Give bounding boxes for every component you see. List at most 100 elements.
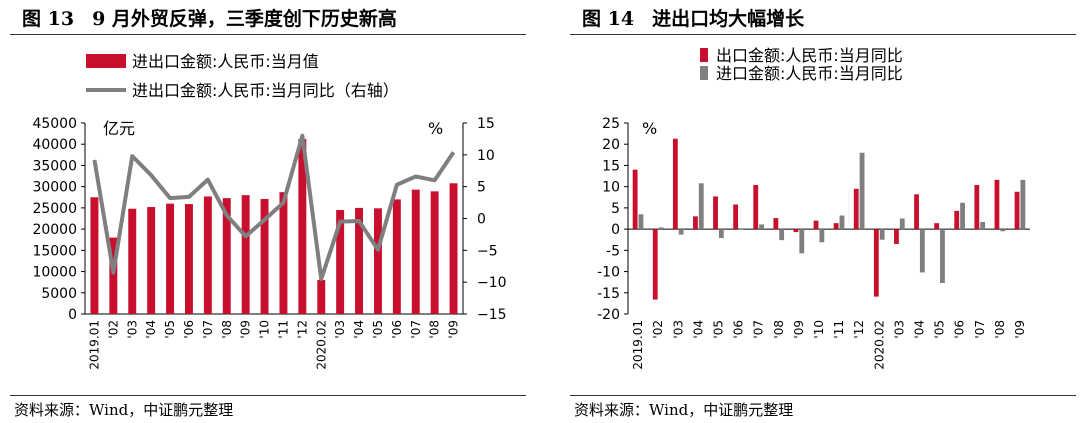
y-tick-label: -15 (597, 286, 620, 302)
bar-trade-value (279, 192, 288, 314)
x-tick-label: '07 (752, 320, 766, 339)
right-tick-label: 5 (477, 180, 486, 196)
x-tick-label: '05 (163, 320, 177, 339)
bar-export-growth (1014, 191, 1020, 230)
x-tick-label: '10 (258, 320, 272, 339)
figure-14-panel: 图 14 进出口均大幅增长 出口金额:人民币:当月同比 进口金额:人民币:当月同比%… (560, 0, 1080, 423)
bar-export-growth (813, 220, 819, 230)
bar-trade-value (373, 208, 382, 314)
x-tick-label: '12 (295, 320, 309, 339)
x-tick-label: 2019.01 (631, 320, 645, 370)
left-tick-label: 25000 (32, 201, 77, 217)
left-tick-label: 35000 (32, 158, 77, 174)
figure-title-text: 进出口均大幅增长 (652, 8, 805, 30)
x-tick-label: 2019.01 (87, 320, 101, 370)
bar-import-growth (859, 152, 865, 230)
x-tick-label: '10 (812, 320, 826, 339)
bar-trade-value (449, 183, 458, 314)
y-tick-label: 25 (602, 116, 620, 132)
bar-import-growth (799, 229, 805, 254)
legend-line-label: 进出口金额:人民币:当月同比（右轴） (132, 81, 399, 100)
bar-trade-value (260, 198, 269, 314)
bar-export-growth (793, 229, 799, 233)
x-tick-label: '03 (892, 320, 906, 339)
x-tick-label: '07 (973, 320, 987, 339)
bar-import-growth (1000, 229, 1006, 232)
y-axis-unit: % (642, 119, 657, 138)
bar-import-growth (879, 229, 885, 240)
x-tick-label: '09 (792, 320, 806, 339)
bar-export-growth (713, 196, 718, 230)
bar-import-growth (899, 218, 905, 230)
x-tick-label: '04 (691, 320, 705, 339)
bar-export-growth (753, 184, 759, 230)
bar-export-growth (652, 229, 658, 300)
right-tick-label: −5 (477, 243, 498, 259)
bar-import-growth (779, 229, 785, 241)
bottom-rule (10, 395, 526, 396)
x-tick-label: '04 (352, 320, 366, 339)
y-tick-label: 20 (602, 137, 620, 153)
x-tick-label: '07 (409, 320, 423, 339)
figure-number: 图 14 (582, 8, 635, 30)
x-tick-label: '03 (671, 320, 685, 339)
y-tick-label: -10 (597, 265, 620, 281)
bar-import-growth (940, 229, 945, 284)
bar-trade-value (411, 189, 420, 314)
bar-import-growth (1020, 179, 1026, 230)
y-tick-label: 5 (611, 201, 620, 217)
bar-export-growth (833, 223, 839, 230)
left-axis-unit: 亿元 (103, 119, 135, 138)
x-tick-label: '12 (852, 320, 866, 339)
bar-trade-value (336, 210, 345, 314)
bar-trade-value (317, 280, 326, 314)
right-tick-label: 0 (477, 212, 486, 228)
bar-trade-value (184, 204, 193, 314)
x-tick-label: '07 (201, 320, 215, 339)
bar-trade-value (109, 237, 118, 314)
bar-trade-value (392, 199, 401, 314)
bar-export-growth (773, 218, 779, 230)
figure-title: 图 14 进出口均大幅增长 (582, 4, 804, 31)
bar-export-growth (934, 223, 940, 230)
x-tick-label: '05 (933, 320, 947, 339)
source-note: 资料来源：Wind，中证鹏元整理 (574, 401, 794, 419)
x-tick-label: '06 (182, 320, 196, 339)
bar-export-growth (954, 210, 960, 230)
y-tick-label: 0 (611, 222, 620, 238)
bar-export-growth (894, 229, 899, 244)
bar-export-growth (672, 138, 678, 230)
right-axis-unit: % (428, 119, 443, 138)
x-tick-label: '09 (239, 320, 253, 339)
left-tick-label: 5000 (41, 286, 77, 302)
x-tick-label: '08 (993, 320, 1007, 339)
legend-label: 出口金额:人民币:当月同比 (716, 46, 903, 65)
x-tick-label: '08 (772, 320, 786, 339)
x-tick-label: '08 (220, 320, 234, 339)
figure-13-panel: 图 13 9 月外贸反弹，三季度创下历史新高 进出口金额:人民币:当月值 进出口金额… (0, 0, 530, 423)
bar-trade-value (128, 208, 137, 314)
x-tick-label: '06 (390, 320, 404, 339)
bar-export-growth (914, 194, 919, 230)
bar-export-growth (693, 216, 698, 230)
x-tick-label: '11 (276, 320, 290, 339)
bar-import-growth (638, 214, 644, 230)
bar-import-growth (759, 224, 764, 230)
x-tick-label: '06 (732, 320, 746, 339)
bar-import-growth (698, 183, 704, 230)
left-tick-label: 40000 (32, 137, 77, 153)
top-rule (10, 34, 526, 35)
figure-number: 图 13 (22, 8, 75, 30)
bottom-rule (570, 395, 1076, 396)
x-tick-label: '08 (428, 320, 442, 339)
legend-label: 进口金额:人民币:当月同比 (716, 64, 903, 83)
bar-export-growth (994, 179, 1000, 230)
x-tick-label: '04 (144, 320, 158, 339)
bar-trade-value (147, 207, 156, 314)
bar-trade-value (298, 139, 307, 314)
bar-import-growth (819, 229, 825, 243)
y-tick-label: 10 (602, 180, 620, 196)
right-tick-label: −10 (477, 275, 507, 291)
